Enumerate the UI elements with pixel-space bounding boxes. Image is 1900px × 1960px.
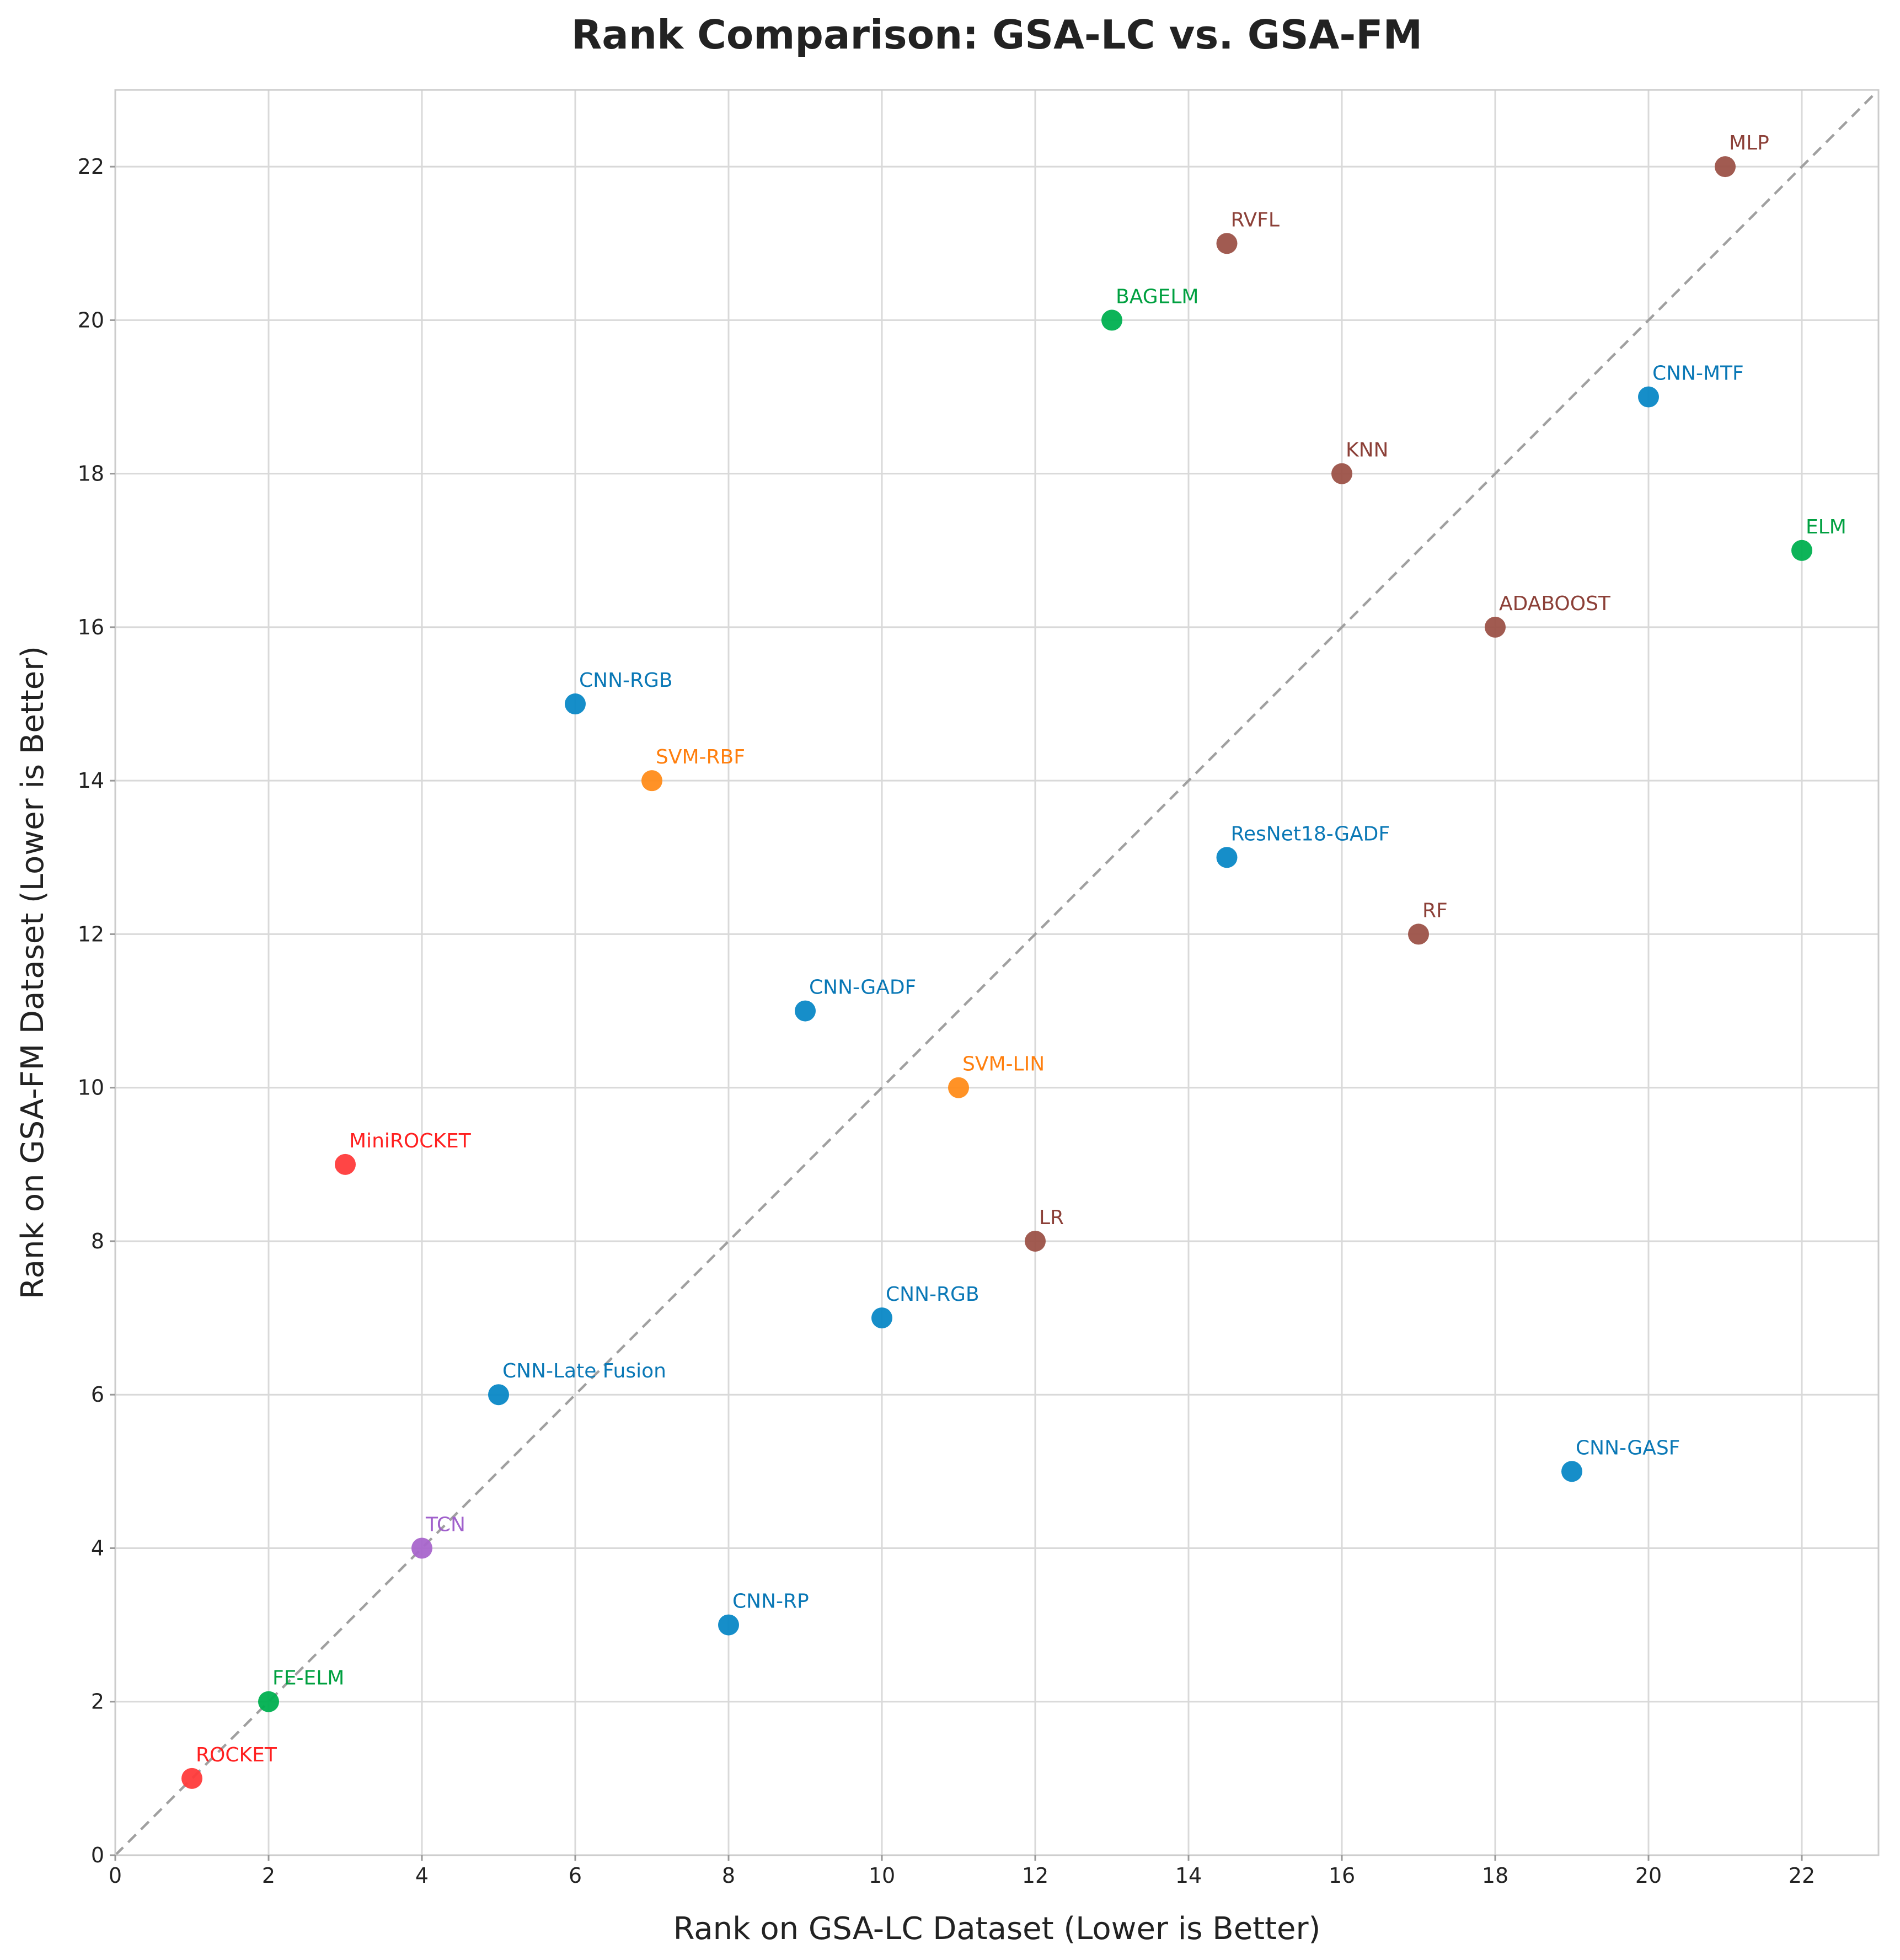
y-tick-label: 4 <box>91 1536 104 1560</box>
y-tick-label: 0 <box>91 1843 104 1867</box>
y-tick-label: 8 <box>91 1229 104 1253</box>
data-point <box>1331 463 1352 484</box>
data-point <box>1638 386 1659 408</box>
x-tick-label: 10 <box>869 1863 895 1888</box>
y-tick-label: 18 <box>78 462 104 486</box>
data-point <box>718 1614 739 1636</box>
x-tick-label: 18 <box>1482 1863 1508 1888</box>
data-point-label: MiniROCKET <box>349 1130 472 1152</box>
data-point-label: CNN-Late Fusion <box>502 1360 666 1382</box>
data-point-label: CNN-RP <box>732 1590 809 1613</box>
data-point <box>948 1077 969 1098</box>
x-tick-label: 6 <box>569 1863 582 1888</box>
y-axis-label: Rank on GSA-FM Dataset (Lower is Better) <box>15 646 51 1299</box>
x-tick-label: 2 <box>262 1863 275 1888</box>
data-point <box>1715 156 1736 178</box>
x-tick-label: 14 <box>1175 1863 1202 1888</box>
y-tick-label: 22 <box>78 154 104 179</box>
data-point <box>795 1000 816 1022</box>
data-point <box>335 1153 356 1175</box>
data-point-label: BAGELM <box>1116 285 1198 308</box>
axis-ticks: 0 2 4 6 8 10 12 14 16 18 20 22 0 2 4 6 8 10 12 14 16 18 20 22 <box>78 154 1816 1888</box>
data-point-label: RVFL <box>1231 209 1280 231</box>
data-point-label: RF <box>1422 899 1448 922</box>
y-tick-label: 14 <box>78 768 104 793</box>
x-tick-label: 12 <box>1022 1863 1048 1888</box>
data-point <box>1216 847 1238 868</box>
data-point-label: SVM-RBF <box>656 746 745 768</box>
data-point <box>565 693 586 715</box>
data-point <box>1561 1461 1582 1482</box>
chart-title: Rank Comparison: GSA-LC vs. GSA-FM <box>571 12 1422 58</box>
y-tick-label: 12 <box>78 922 104 946</box>
y-tick-label: 16 <box>78 615 104 639</box>
x-tick-label: 20 <box>1635 1863 1662 1888</box>
y-tick-label: 2 <box>91 1690 104 1714</box>
data-point <box>1485 616 1506 638</box>
data-point <box>871 1307 892 1329</box>
data-point-label: FE-ELM <box>272 1667 344 1690</box>
data-point-label: ADABOOST <box>1499 592 1611 615</box>
data-point-label: SVM-LIN <box>962 1053 1045 1076</box>
data-point-label: LR <box>1039 1206 1064 1229</box>
data-point <box>1408 923 1429 945</box>
data-point-label: ELM <box>1806 516 1847 538</box>
plot-area-frame <box>114 89 1880 1856</box>
x-tick-label: 16 <box>1329 1863 1355 1888</box>
data-point-label: CNN-RGB <box>579 669 673 692</box>
y-tick-label: 10 <box>78 1076 104 1100</box>
data-point <box>181 1767 202 1789</box>
point-labels: ROCKET FE-ELM MiniROCKET TCN CNN-Late Fusion… <box>196 132 1847 1766</box>
data-point-label: MLP <box>1729 132 1769 154</box>
x-tick-label: 4 <box>415 1863 429 1888</box>
x-axis-label: Rank on GSA-LC Dataset (Lower is Better) <box>673 1911 1321 1947</box>
data-point <box>1101 309 1122 331</box>
data-point-label: CNN-MTF <box>1652 362 1744 385</box>
data-point-label: CNN-GADF <box>809 976 916 999</box>
data-point-label: CNN-GASF <box>1576 1436 1680 1459</box>
data-point-label: KNN <box>1346 439 1388 462</box>
y-tick-label: 6 <box>91 1382 104 1407</box>
data-point <box>1025 1230 1046 1252</box>
data-point <box>411 1537 432 1559</box>
y-tick-label: 20 <box>78 308 104 332</box>
x-tick-label: 0 <box>109 1863 122 1888</box>
x-tick-label: 22 <box>1789 1863 1815 1888</box>
data-point-label: ResNet18-GADF <box>1231 823 1390 845</box>
data-point <box>258 1691 279 1712</box>
data-points <box>181 156 1812 1789</box>
data-point-label: ROCKET <box>196 1744 277 1766</box>
data-point-label: TCN <box>425 1513 465 1536</box>
reference-diagonal-line <box>114 89 1880 1856</box>
data-point <box>641 770 662 792</box>
data-point <box>1791 540 1812 561</box>
x-tick-label: 8 <box>722 1863 735 1888</box>
data-point <box>488 1384 509 1406</box>
data-point <box>1216 233 1238 254</box>
data-point-label: CNN-RGB <box>886 1283 980 1306</box>
